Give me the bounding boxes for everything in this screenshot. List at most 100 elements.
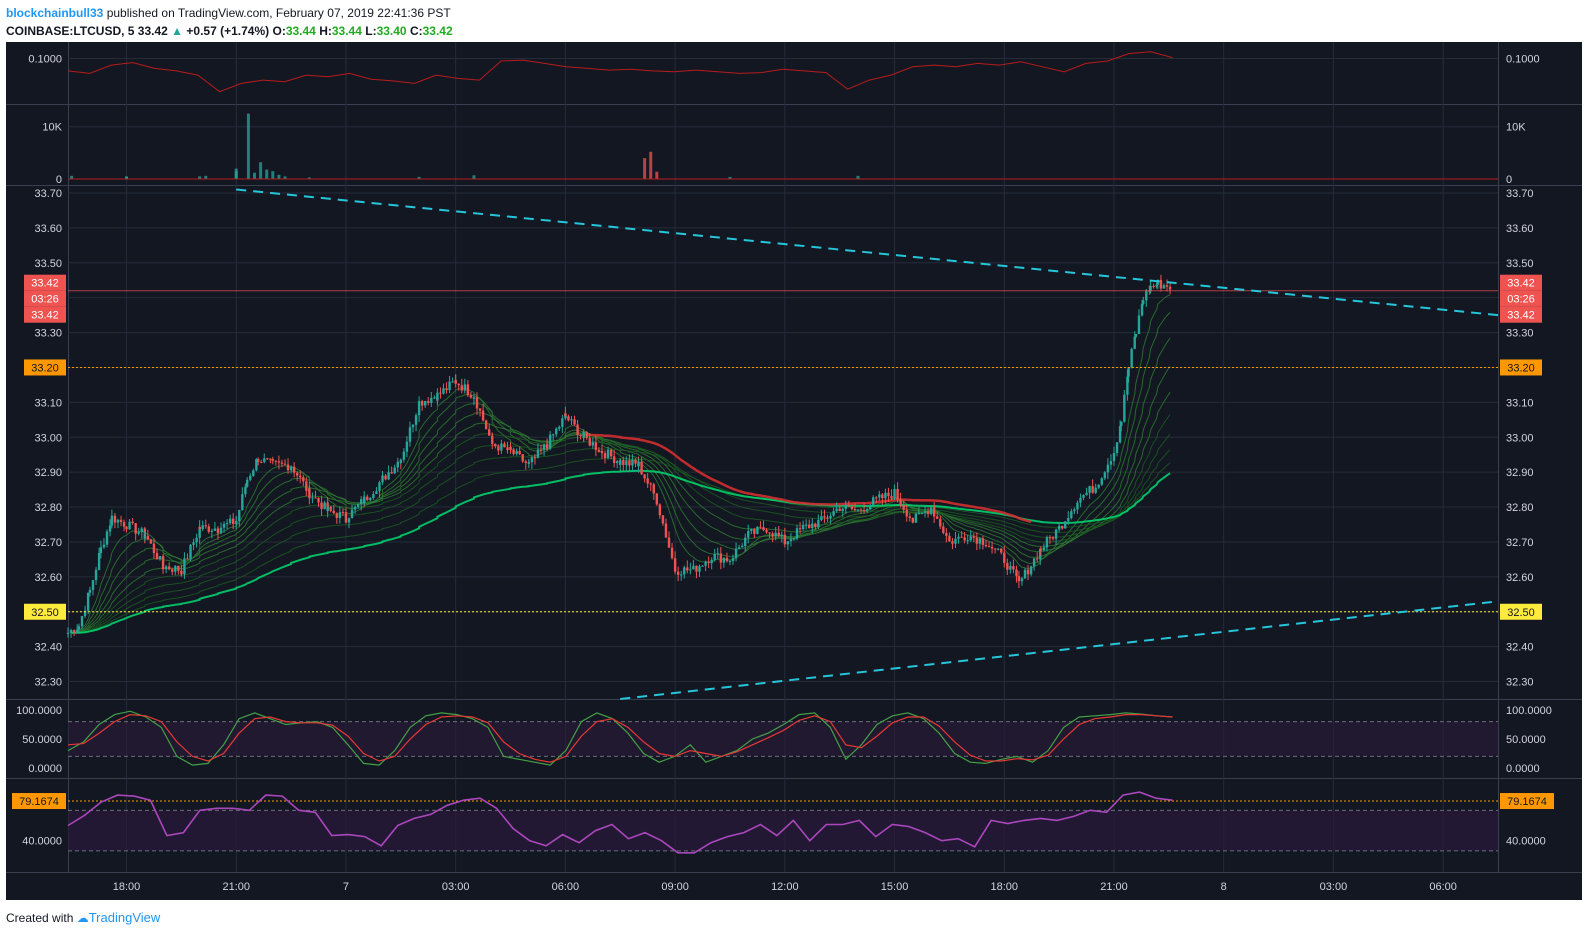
candle-body [201,525,204,530]
candle-body [960,536,963,538]
candle-body [1149,285,1152,292]
candle-body [707,561,710,564]
high-value: 33.44 [331,24,362,38]
candle-body [1006,562,1009,570]
candle-body [195,537,198,543]
stochastic-tick-left: 0.0000 [28,763,62,775]
candle-body [347,518,351,523]
candle-body [582,432,585,438]
last-price-tag-right: 33.42 [1507,310,1535,322]
candle-body [704,561,707,566]
candle-body [1073,509,1076,512]
last-price-tag-right: 33.42 [1507,278,1535,290]
candle-body [1000,548,1003,553]
tradingview-brand-link[interactable]: TradingView [88,910,161,925]
candle-body [405,441,409,452]
rsi-level-tag-right-bg [1500,793,1554,810]
candle-body [454,379,457,384]
time-tick-label: 06:00 [552,881,580,893]
candle-body [274,460,278,462]
price-tick-right: 32.90 [1506,467,1534,479]
price-tick-left: 33.30 [34,328,62,340]
candle-body [244,486,247,495]
open-label: O: [272,24,286,38]
candle-body [1064,521,1067,529]
volume-bar [271,171,275,179]
candle-body [266,458,269,460]
candle-body [753,529,756,534]
candle-body [789,539,793,542]
candle-body [491,439,494,444]
candle-body [887,492,890,497]
candle-body [1134,334,1138,337]
candle-body [762,527,765,531]
volume-bar [204,175,208,179]
candle-body [1076,502,1079,510]
candle-body [521,454,524,462]
candle-body [929,507,933,515]
candle-body [155,552,159,560]
candle-body [847,504,851,507]
candle-body [375,491,378,494]
candle-body [1159,279,1163,289]
price-tick-left: 33.00 [34,432,62,444]
author-link[interactable]: blockchainbull33 [6,6,104,20]
candle-body [865,509,869,512]
candle-body [1009,566,1012,570]
candle-body [445,388,448,391]
price-tick-left: 33.10 [34,397,62,409]
price-tick-left: 33.60 [34,223,62,235]
candle-body [378,482,381,492]
candle-body [174,565,177,572]
candle-body [289,466,293,468]
candle-body [86,592,90,611]
volume-tick-left: 0 [56,174,62,186]
candle-body [539,449,543,451]
candle-body [545,444,549,449]
stochastic-tick-left: 100.0000 [16,705,62,717]
rsi-line [67,791,1173,854]
candle-body [177,565,180,571]
candle-body [600,450,604,454]
candle-body [643,474,646,479]
candle-body [996,548,1000,550]
candle-body [878,494,881,498]
candle-body [652,484,655,494]
volume-bar [125,176,129,179]
candle-body [725,557,729,562]
footer: Created with ☁TradingView [6,910,160,925]
ma-ribbon-down-line [586,433,1032,524]
candle-body [1039,548,1043,551]
candle-body [466,384,470,396]
candle-body [500,443,503,451]
candle-body [737,547,741,549]
candle-body [786,541,790,545]
support-tag-left-bg [24,603,66,620]
candle-body [363,496,366,503]
countdown-tag-left-bg [24,290,66,307]
candle-body [317,498,320,503]
candle-body [811,523,814,529]
candle-body [561,418,564,427]
candle-body [427,401,430,403]
candle-body [475,397,479,409]
candle-body [110,515,114,526]
candle-body [808,524,811,529]
candle-body [235,521,238,523]
candle-body [603,453,607,458]
candle-body [780,534,783,537]
candle-body [1060,525,1064,529]
candle-body [747,530,750,538]
candle-body [484,420,488,430]
candle-body [149,539,153,544]
candle-body [856,509,860,511]
candle-body [606,449,610,458]
candle-body [744,537,747,546]
countdown-tag-right-bg [1500,290,1542,307]
candle-body [463,384,467,391]
candle-body [280,462,284,464]
candle-body [457,383,460,386]
chart-canvas[interactable]: 0.1000 0.1000 10K 10K 0 0 33.70 33.70 33.60 33.60… [6,42,1582,900]
candle-body [1032,558,1036,567]
support-tag-right-bg [1500,603,1542,620]
